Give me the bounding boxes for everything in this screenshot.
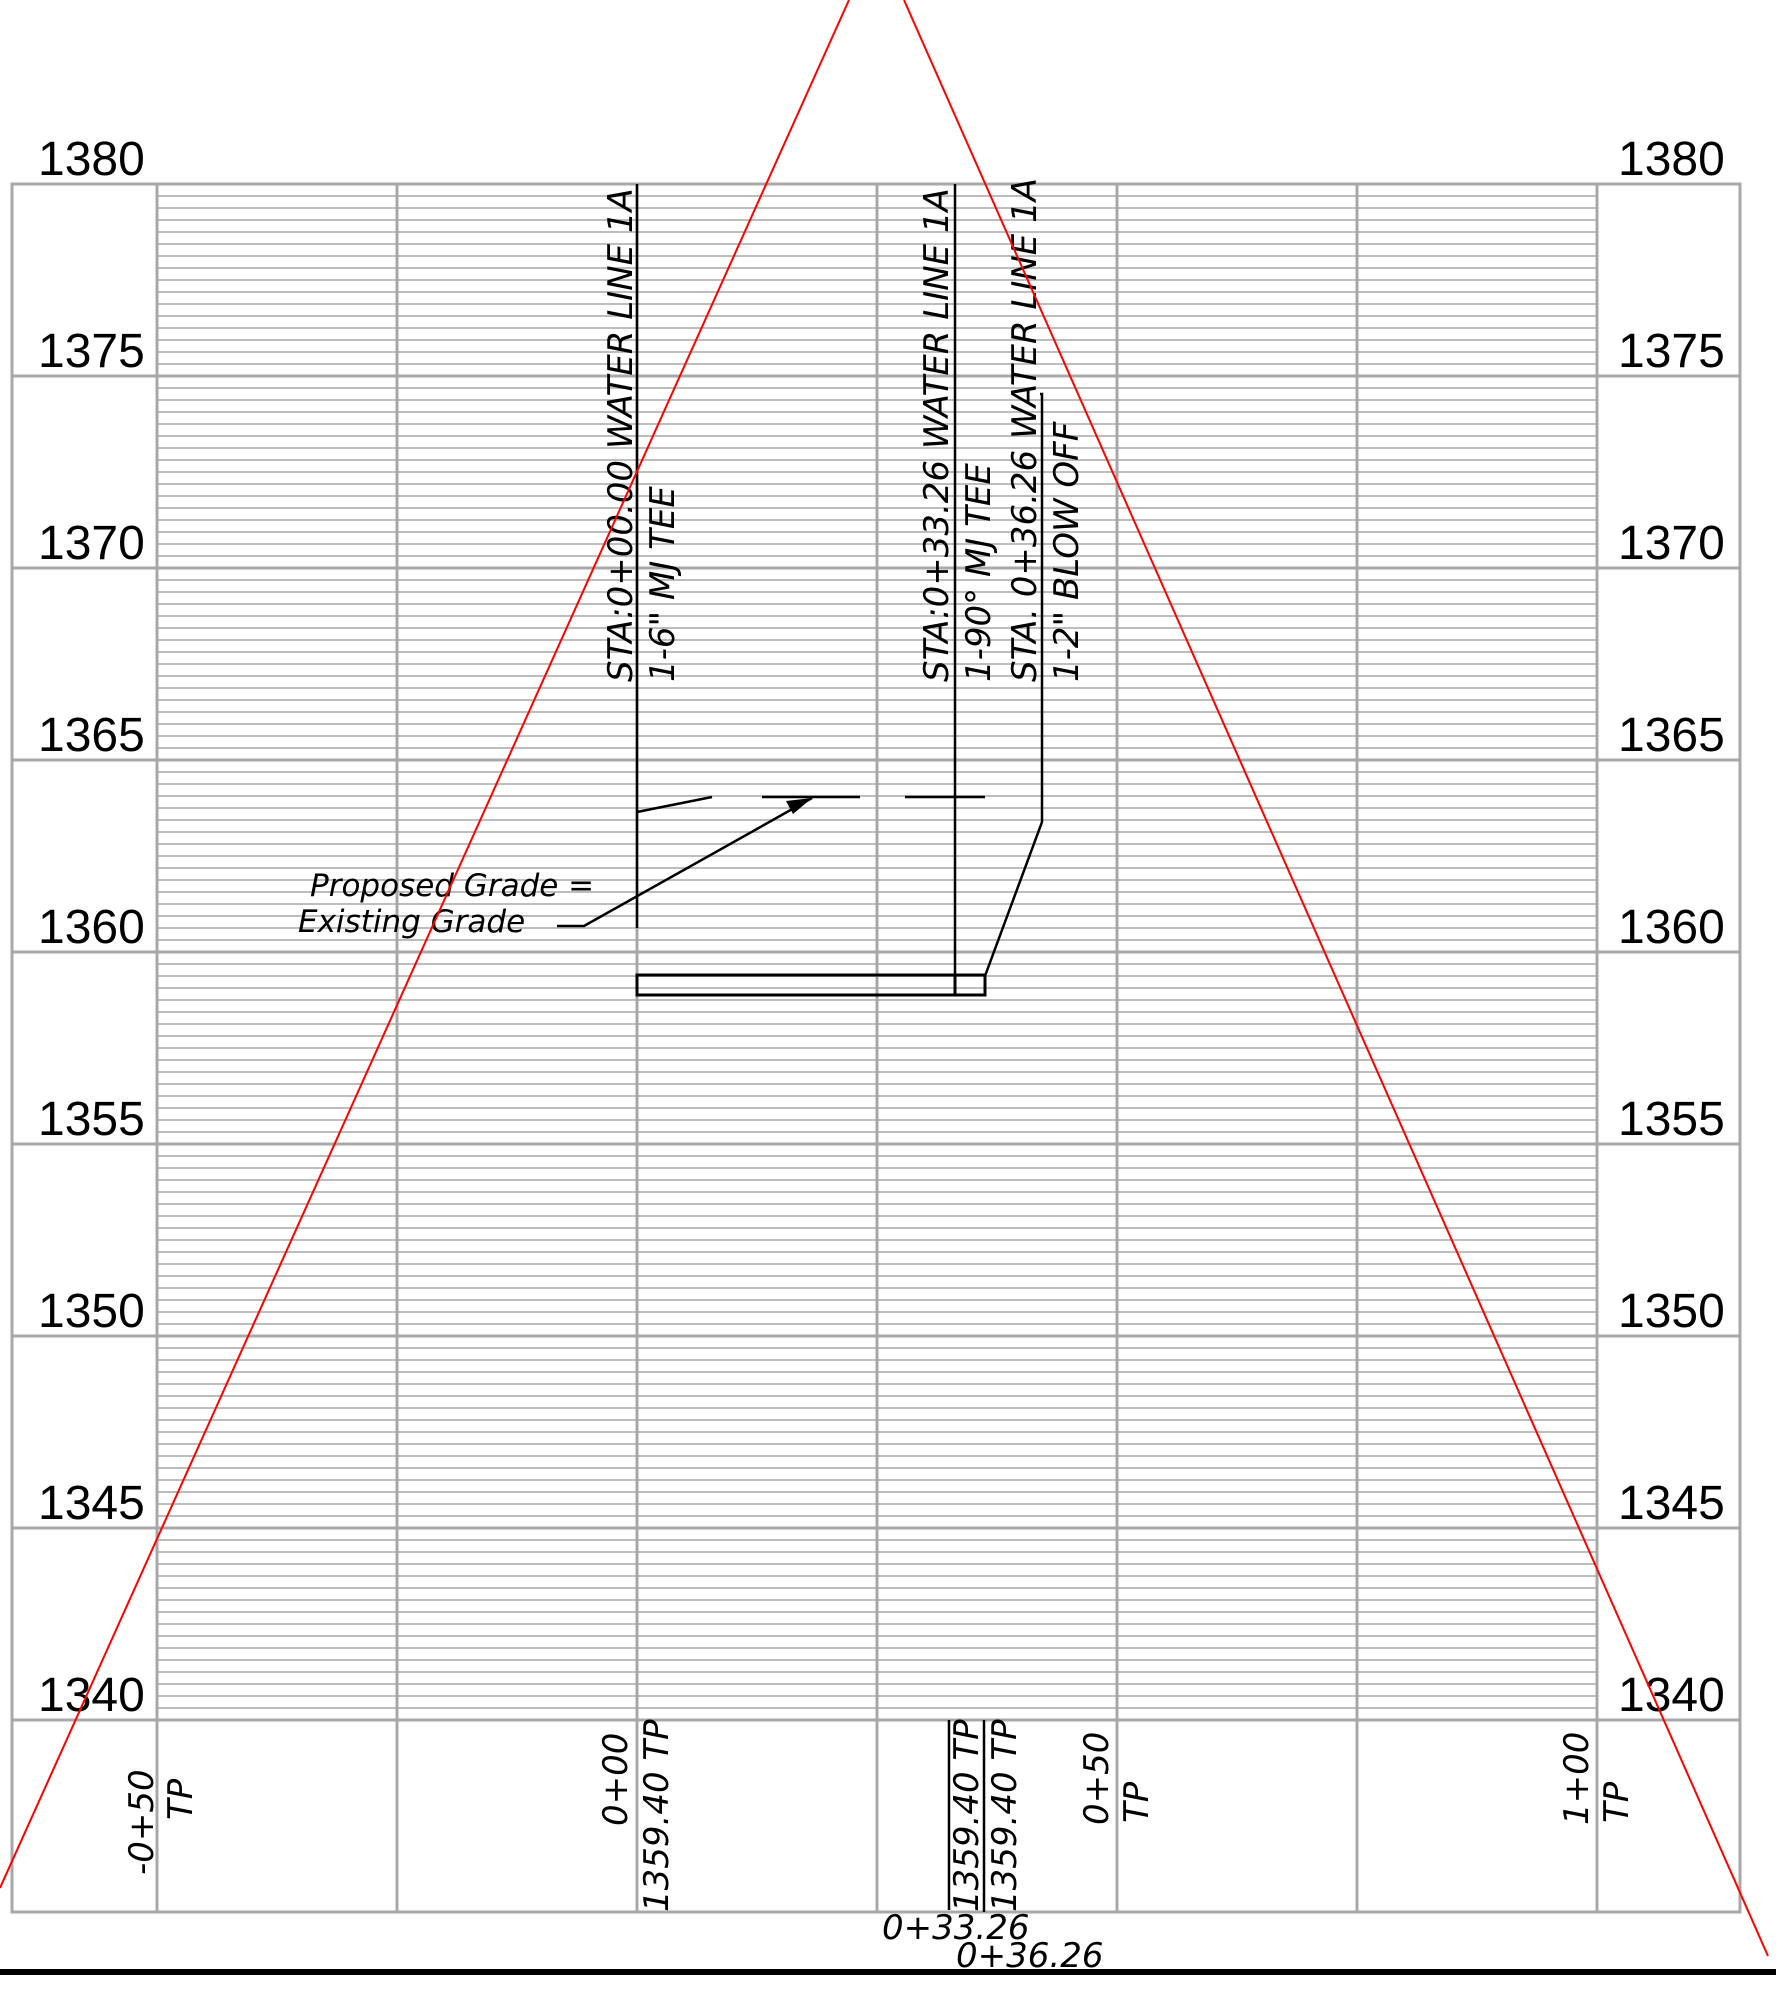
grade-line bbox=[636, 795, 985, 814]
grade-note-line1: Proposed Grade = bbox=[310, 868, 594, 904]
station-zero: 0+00 bbox=[596, 1733, 636, 1826]
red-overlay-line-left bbox=[0, 0, 850, 1889]
elevation-label: 1365 bbox=[1618, 709, 1725, 762]
callout-sta-0-line1: STA:0+00.00 WATER LINE 1A bbox=[601, 188, 641, 682]
grade-note-line2: Existing Grade bbox=[298, 904, 525, 940]
elevation-label: 1340 bbox=[1618, 1669, 1725, 1722]
station-36-label: 0+36.26 bbox=[956, 1936, 1103, 1976]
elevation-label: 1375 bbox=[38, 325, 145, 378]
callout-sta-36-line2: 1-2" BLOW OFF bbox=[1047, 421, 1087, 682]
station-neg50: -0+50 bbox=[122, 1769, 162, 1875]
grade-note: Proposed Grade = Existing Grade bbox=[298, 796, 813, 940]
station-neg50-tp: TP bbox=[161, 1778, 201, 1820]
elevation-label: 1350 bbox=[38, 1285, 145, 1338]
elevation-label: 1380 bbox=[38, 133, 145, 186]
water-pipe bbox=[635, 973, 987, 997]
elevation-label: 1345 bbox=[38, 1477, 145, 1530]
elevation-label: 1375 bbox=[1618, 325, 1725, 378]
station-33-label: 0+33.26 bbox=[882, 1908, 1029, 1948]
elevation-label: 1360 bbox=[38, 901, 145, 954]
blow-off-segment bbox=[953, 973, 987, 997]
elevation-label: 1365 bbox=[38, 709, 145, 762]
station-zero-value: 1359.40 TP bbox=[637, 1719, 677, 1912]
callout-sta-33-line1: STA:0+33.26 WATER LINE 1A bbox=[917, 188, 957, 682]
elevation-label: 1380 bbox=[1618, 133, 1725, 186]
elevation-labels-left: 1380 1375 1370 1365 1360 1355 1350 1345 … bbox=[38, 133, 145, 1722]
elevation-label: 1340 bbox=[38, 1669, 145, 1722]
callout-leaders bbox=[635, 184, 1044, 994]
elevation-label: 1370 bbox=[1618, 517, 1725, 570]
elevation-label: 1345 bbox=[1618, 1477, 1725, 1530]
pipe-segment bbox=[635, 973, 957, 997]
station-33-value: 1359.40 TP bbox=[947, 1719, 987, 1912]
red-overlay-line-right bbox=[903, 0, 1769, 1957]
elevation-label: 1355 bbox=[1618, 1093, 1725, 1146]
elevation-label: 1350 bbox=[1618, 1285, 1725, 1338]
callout-sta-0-line2: 1-6" MJ TEE bbox=[643, 486, 683, 682]
callout-sta-36-line1: STA. 0+36.26 WATER LINE 1A bbox=[1005, 178, 1045, 682]
arrowhead-icon bbox=[786, 798, 812, 814]
elevation-labels-right: 1380 1375 1370 1365 1360 1355 1350 1345 … bbox=[1618, 133, 1725, 1722]
station-36-value: 1359.40 TP bbox=[985, 1719, 1025, 1912]
station-plus100: 1+00 bbox=[1557, 1732, 1597, 1825]
station-plus50-tp: TP bbox=[1117, 1781, 1157, 1823]
leader-sta-36 bbox=[983, 392, 1044, 977]
elevation-label: 1360 bbox=[1618, 901, 1725, 954]
station-plus50: 0+50 bbox=[1077, 1732, 1117, 1825]
vertical-grid bbox=[155, 184, 1599, 1912]
callout-text: STA:0+00.00 WATER LINE 1A 1-6" MJ TEE ST… bbox=[601, 178, 1087, 682]
station-plus100-tp: TP bbox=[1597, 1781, 1637, 1823]
station-ticks bbox=[947, 1720, 986, 1912]
profile-frame bbox=[10, 182, 1742, 1914]
elevation-label: 1355 bbox=[38, 1093, 145, 1146]
grade-note-leader bbox=[557, 796, 813, 928]
callout-sta-33-line2: 1-90° MJ TEE bbox=[959, 463, 999, 682]
elevation-label: 1370 bbox=[38, 517, 145, 570]
red-overlay bbox=[0, 0, 1769, 1957]
station-labels: -0+50 TP 0+00 1359.40 TP 1359.40 TP 1359… bbox=[122, 1719, 1637, 1976]
